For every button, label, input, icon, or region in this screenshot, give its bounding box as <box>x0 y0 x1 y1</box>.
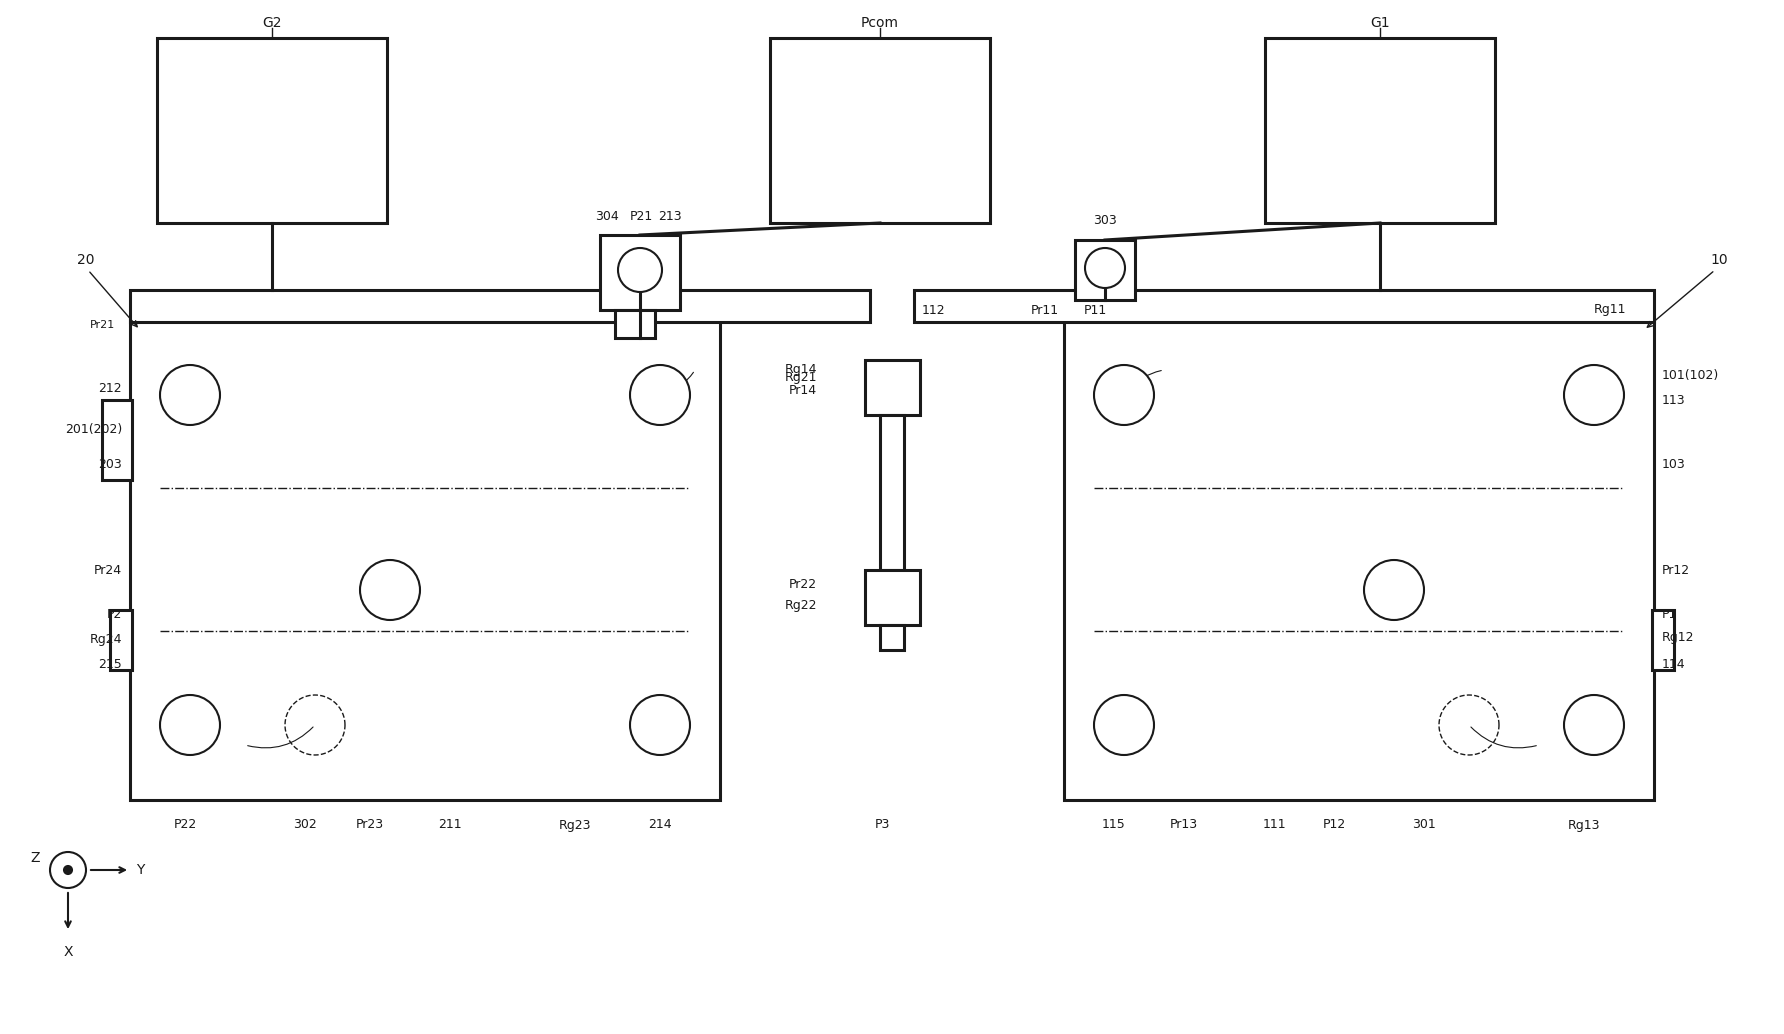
Bar <box>615 310 655 338</box>
Bar <box>913 290 1654 322</box>
Text: 215: 215 <box>98 659 121 671</box>
Bar <box>880 625 904 650</box>
Text: Pr12: Pr12 <box>1663 564 1689 577</box>
Text: Pr24: Pr24 <box>95 564 121 577</box>
Text: 113: 113 <box>1663 394 1686 406</box>
Circle shape <box>50 852 86 888</box>
Text: P3: P3 <box>874 819 890 831</box>
Text: 101(102): 101(102) <box>1663 368 1720 382</box>
Circle shape <box>617 248 662 292</box>
Circle shape <box>630 695 690 755</box>
Text: Pcom: Pcom <box>862 16 899 30</box>
Bar <box>250 560 591 770</box>
Text: G1: G1 <box>1370 16 1390 30</box>
Bar <box>1652 610 1673 670</box>
Text: Pr13: Pr13 <box>1170 819 1199 831</box>
Bar <box>880 415 904 570</box>
Text: Y: Y <box>136 863 145 877</box>
Bar <box>591 345 690 776</box>
Text: 304: 304 <box>596 211 619 223</box>
Circle shape <box>1565 365 1623 425</box>
Text: Rg22: Rg22 <box>785 599 817 611</box>
Bar <box>1524 345 1623 776</box>
Bar <box>605 240 674 305</box>
Text: 201(202): 201(202) <box>64 424 121 436</box>
Circle shape <box>161 365 219 425</box>
Text: Rg24: Rg24 <box>89 634 121 646</box>
Circle shape <box>1565 695 1623 755</box>
Bar <box>161 345 690 776</box>
Bar <box>1265 38 1495 223</box>
Text: Pr23: Pr23 <box>357 819 384 831</box>
Text: 213: 213 <box>658 211 681 223</box>
Text: 211: 211 <box>439 819 462 831</box>
Bar <box>599 235 680 310</box>
Text: 302: 302 <box>293 819 318 831</box>
Circle shape <box>360 560 419 620</box>
Bar <box>250 345 591 555</box>
Bar <box>1063 320 1654 800</box>
Bar <box>865 360 921 415</box>
Text: Pr21: Pr21 <box>89 320 114 330</box>
Text: Rg14: Rg14 <box>785 364 817 376</box>
Bar <box>157 38 387 223</box>
Bar <box>1185 345 1524 555</box>
Bar <box>1094 345 1623 776</box>
Bar <box>1094 345 1193 776</box>
Circle shape <box>64 866 71 874</box>
Text: 214: 214 <box>648 819 673 831</box>
Text: Pr11: Pr11 <box>1031 304 1060 316</box>
Text: Z: Z <box>30 851 39 865</box>
Text: Pr14: Pr14 <box>789 384 817 396</box>
Text: Rg13: Rg13 <box>1568 819 1600 831</box>
Text: 111: 111 <box>1263 819 1286 831</box>
Text: 301: 301 <box>1413 819 1436 831</box>
Circle shape <box>1365 560 1424 620</box>
Text: 303: 303 <box>1094 213 1117 226</box>
Text: 114: 114 <box>1663 659 1686 671</box>
Circle shape <box>630 365 690 425</box>
Circle shape <box>1085 248 1126 288</box>
Text: 10: 10 <box>1711 253 1727 267</box>
Text: X: X <box>62 945 73 959</box>
Text: P12: P12 <box>1322 819 1345 831</box>
Text: P2: P2 <box>107 608 121 621</box>
Bar <box>130 290 871 322</box>
Text: 20: 20 <box>77 253 95 267</box>
Text: 212: 212 <box>98 382 121 395</box>
Text: Rg12: Rg12 <box>1663 632 1695 644</box>
Text: 103: 103 <box>1663 458 1686 472</box>
Text: P11: P11 <box>1085 304 1108 316</box>
Bar <box>1079 244 1131 296</box>
Text: Pr22: Pr22 <box>789 578 817 591</box>
Text: Rg23: Rg23 <box>558 819 591 831</box>
Bar <box>130 320 721 800</box>
Bar <box>161 345 260 776</box>
Bar <box>1076 240 1135 300</box>
Bar <box>111 610 132 670</box>
Circle shape <box>1094 365 1154 425</box>
Circle shape <box>1094 695 1154 755</box>
Text: 115: 115 <box>1103 819 1126 831</box>
Text: Rg21: Rg21 <box>785 371 817 385</box>
Text: Rg11: Rg11 <box>1593 304 1627 316</box>
Text: 112: 112 <box>922 304 946 316</box>
Bar <box>102 400 132 480</box>
Text: P22: P22 <box>173 819 196 831</box>
Circle shape <box>161 695 219 755</box>
Text: 203: 203 <box>98 458 121 472</box>
Bar <box>865 570 921 625</box>
Text: G2: G2 <box>262 16 282 30</box>
Text: P1: P1 <box>1663 608 1677 621</box>
Bar <box>771 38 990 223</box>
Text: P21: P21 <box>630 211 653 223</box>
Bar <box>1185 560 1524 770</box>
